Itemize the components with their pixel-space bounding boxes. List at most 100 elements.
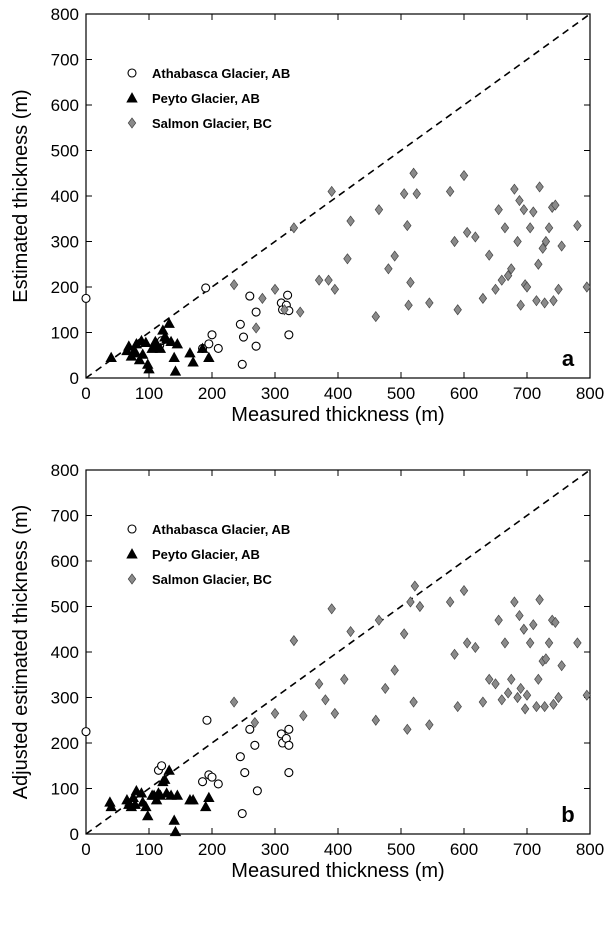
data-point-gray-diamond — [289, 222, 299, 234]
data-point-gray-diamond — [507, 263, 516, 275]
x-tick-label: 200 — [198, 840, 226, 859]
data-point-gray-diamond — [544, 637, 554, 649]
data-point-open-circle — [235, 752, 245, 762]
data-point-gray-diamond — [409, 696, 418, 708]
data-point-gray-diamond — [513, 235, 522, 248]
x-tick-label: 0 — [81, 384, 90, 403]
data-point-open-circle — [81, 727, 91, 737]
data-point-gray-diamond — [485, 249, 494, 261]
data-point-gray-diamond — [500, 222, 510, 234]
x-tick-label: 700 — [513, 384, 541, 403]
data-point-filled-triangle — [105, 800, 117, 812]
data-point-gray-diamond — [497, 274, 506, 286]
data-point-gray-diamond — [250, 716, 260, 729]
data-point-filled-triangle — [154, 342, 167, 353]
x-axis-label-b: Measured thickness (m) — [231, 860, 444, 882]
x-tick-label: 500 — [387, 384, 415, 403]
data-point-gray-diamond — [346, 625, 355, 638]
data-point-gray-diamond — [296, 306, 305, 318]
x-tick-label: 100 — [135, 384, 163, 403]
y-tick-label: 800 — [51, 461, 79, 480]
data-point-gray-diamond — [551, 199, 560, 211]
data-point-gray-diamond — [554, 691, 563, 704]
data-point-open-circle — [204, 339, 214, 349]
legend-label-athabasca-b: Athabasca Glacier, AB — [152, 522, 290, 537]
y-tick-label: 800 — [51, 5, 79, 24]
data-point-gray-diamond — [251, 322, 261, 334]
data-point-open-circle — [283, 290, 293, 300]
data-point-open-circle — [201, 283, 211, 293]
data-point-gray-diamond — [445, 185, 455, 198]
data-point-gray-diamond — [519, 623, 529, 635]
data-point-filled-triangle — [135, 787, 148, 798]
data-point-gray-diamond — [299, 710, 308, 722]
data-point-gray-diamond — [516, 299, 525, 311]
data-point-gray-diamond — [515, 610, 524, 622]
data-point-gray-diamond — [270, 283, 280, 295]
data-point-gray-diamond — [229, 279, 239, 291]
data-point-gray-diamond — [491, 283, 500, 295]
data-point-filled-triangle — [169, 365, 182, 376]
data-point-filled-triangle — [163, 317, 175, 328]
data-point-gray-diamond — [503, 270, 513, 282]
y-axis-label-a: Estimated thickness (m) — [10, 89, 32, 302]
data-point-gray-diamond — [406, 276, 415, 289]
data-point-gray-diamond — [404, 299, 413, 311]
data-point-filled-triangle — [196, 342, 209, 353]
panel-b: 0 100 200 300 400 500 600 700 800 0 100 200 300 400 50… — [10, 461, 604, 882]
x-tick-label: 300 — [261, 384, 289, 403]
data-point-gray-diamond — [507, 673, 516, 685]
y-tick-label: 300 — [51, 233, 79, 252]
data-point-open-circle — [250, 740, 260, 750]
data-point-gray-diamond — [346, 215, 355, 227]
data-point-gray-diamond — [549, 698, 558, 710]
data-point-gray-diamond — [529, 619, 538, 631]
legend-marker-athabasca-b — [127, 524, 137, 534]
data-point-gray-diamond — [582, 689, 592, 701]
legend-marker-symbol — [127, 524, 137, 534]
panel-letter-b: b — [561, 802, 574, 827]
legend-marker-symbol — [126, 548, 138, 559]
legend-marker-peyto-a — [126, 92, 138, 103]
data-point-gray-diamond — [532, 701, 541, 713]
data-point-gray-diamond — [500, 637, 510, 649]
y-tick-label: 200 — [51, 278, 79, 297]
data-point-gray-diamond — [450, 648, 459, 660]
data-point-gray-diamond — [462, 226, 472, 238]
data-point-gray-diamond — [270, 707, 280, 720]
legend-marker-peyto-b — [126, 548, 138, 559]
data-point-open-circle — [235, 319, 245, 329]
data-point-gray-diamond — [403, 219, 412, 232]
data-point-filled-triangle — [140, 800, 152, 812]
legend-marker-salmon-b — [127, 573, 137, 585]
data-point-gray-diamond — [343, 253, 352, 265]
y-tick-label: 700 — [51, 507, 79, 526]
y-tick-label: 600 — [51, 96, 79, 115]
legend-b: Athabasca Glacier, AB Peyto Glacier, AB … — [126, 522, 290, 587]
data-point-gray-diamond — [412, 188, 421, 200]
data-point-gray-diamond — [582, 281, 592, 293]
y-tick-label: 300 — [51, 689, 79, 708]
data-point-filled-triangle — [169, 825, 182, 837]
data-point-open-circle — [213, 779, 223, 789]
y-tick-label: 400 — [51, 187, 79, 206]
x-tick-label: 800 — [576, 840, 604, 859]
legend-label-peyto-a: Peyto Glacier, AB — [152, 91, 260, 106]
data-point-gray-diamond — [289, 635, 299, 647]
data-point-gray-diamond — [529, 206, 538, 218]
data-point-open-circle — [284, 768, 294, 778]
data-point-filled-triangle — [187, 356, 199, 367]
data-point-gray-diamond — [534, 258, 543, 270]
data-point-filled-triangle — [199, 800, 212, 812]
axis-ticks-a: 0 100 200 300 400 500 600 700 800 0 100 200 300 400 50… — [51, 5, 605, 403]
data-point-gray-diamond — [258, 292, 267, 304]
data-point-filled-triangle — [159, 773, 171, 784]
data-point-filled-triangle — [133, 353, 146, 365]
y-tick-label: 100 — [51, 324, 79, 343]
data-point-gray-diamond — [381, 682, 390, 694]
data-point-gray-diamond — [494, 614, 503, 626]
data-point-gray-diamond — [522, 281, 532, 293]
x-axis-label-a: Measured thickness (m) — [231, 404, 444, 426]
data-point-filled-triangle — [157, 324, 169, 335]
data-point-filled-triangle — [163, 764, 175, 775]
